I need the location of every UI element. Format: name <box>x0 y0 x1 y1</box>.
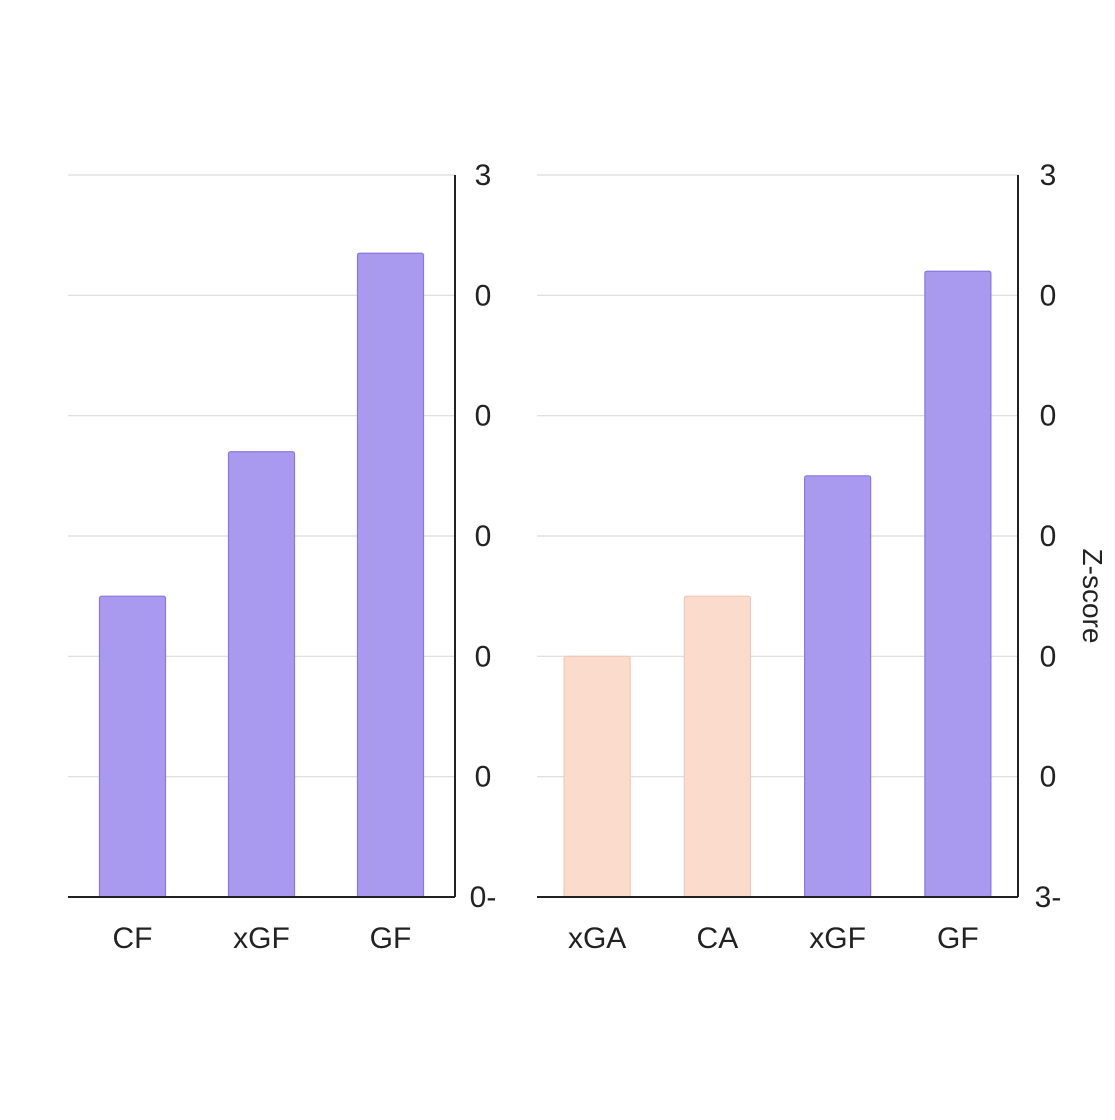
y-tick-label: 0 <box>1040 400 1057 433</box>
y-tick-label: 3- <box>1035 881 1062 914</box>
bar-xgf <box>227 451 296 898</box>
y-tick-label: 3 <box>1040 159 1057 192</box>
y-tick-label: 0 <box>1040 761 1057 794</box>
y-tick-label: 0 <box>475 400 492 433</box>
y-tick-label: 0 <box>475 520 492 553</box>
bar-xgf <box>804 475 872 898</box>
x-category-label: CA <box>697 922 739 955</box>
y-tick-label: 0- <box>470 881 497 914</box>
bar-ca <box>683 595 751 898</box>
y-axis-title: Z-score <box>1077 549 1108 644</box>
x-category-label: CF <box>113 922 153 955</box>
chart-panel-2: 3- 0 0 0 0 0 3 xGA CA xGF GF Z-score <box>537 159 1108 955</box>
y-tick-label: 0 <box>475 640 492 673</box>
y-tick-label: 0 <box>475 761 492 794</box>
x-category-label: xGF <box>809 922 866 955</box>
x-category-label: xGF <box>233 922 290 955</box>
y-tick-label: 0 <box>1040 520 1057 553</box>
bar-gf <box>356 252 425 898</box>
y-tick-label: 0 <box>1040 640 1057 673</box>
x-category-label: GF <box>937 922 979 955</box>
chart-panel-1: 0- 0 0 0 0 0 3 CF xGF GF <box>68 159 496 955</box>
y-tick-label: 0 <box>475 279 492 312</box>
bar-gf <box>924 270 992 898</box>
x-category-label: xGA <box>568 922 626 955</box>
bar-cf <box>98 595 167 898</box>
y-tick-label: 3 <box>475 159 492 192</box>
x-category-label: GF <box>370 922 412 955</box>
y-tick-label: 0 <box>1040 279 1057 312</box>
bar-xga <box>563 655 631 898</box>
